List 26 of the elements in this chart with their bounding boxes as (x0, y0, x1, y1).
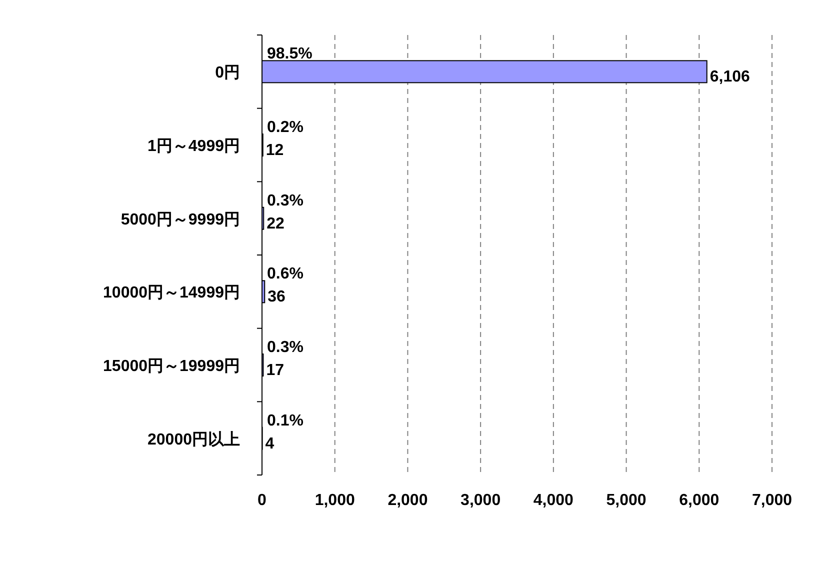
annotation: 0.3% (267, 192, 304, 210)
data-label: 36 (268, 288, 286, 306)
y-tick-label: 10000円～14999円 (103, 284, 240, 302)
x-tick-label: 7,000 (752, 492, 792, 509)
x-tick-label: 0 (258, 492, 267, 509)
x-tick-label: 4,000 (533, 492, 574, 509)
x-tick-label: 2,000 (388, 492, 428, 509)
data-label: 22 (266, 215, 284, 232)
y-tick-label: 20000円以上 (148, 430, 240, 448)
x-tick-label: 5,000 (606, 492, 646, 509)
data-label: 6,106 (710, 68, 750, 86)
y-tick-label: 5000円～9999円 (120, 211, 240, 228)
data-label: 12 (266, 142, 284, 159)
y-tick-label: 1円～4999円 (148, 138, 240, 155)
data-label: 17 (266, 362, 284, 379)
y-tick-label: 15000円～19999円 (103, 358, 240, 375)
x-tick-label: 3,000 (460, 492, 501, 509)
annotation: 0.6% (267, 266, 304, 283)
data-label: 4 (265, 435, 274, 452)
y-tick-label: 0円 (215, 64, 240, 82)
annotation: 0.3% (267, 339, 304, 356)
x-tick-label: 1,000 (314, 492, 355, 509)
annotation: 0.2% (267, 119, 304, 136)
annotation: 98.5% (267, 46, 312, 63)
x-tick-label: 6,000 (679, 492, 720, 509)
annotation: 0.1% (267, 412, 304, 430)
